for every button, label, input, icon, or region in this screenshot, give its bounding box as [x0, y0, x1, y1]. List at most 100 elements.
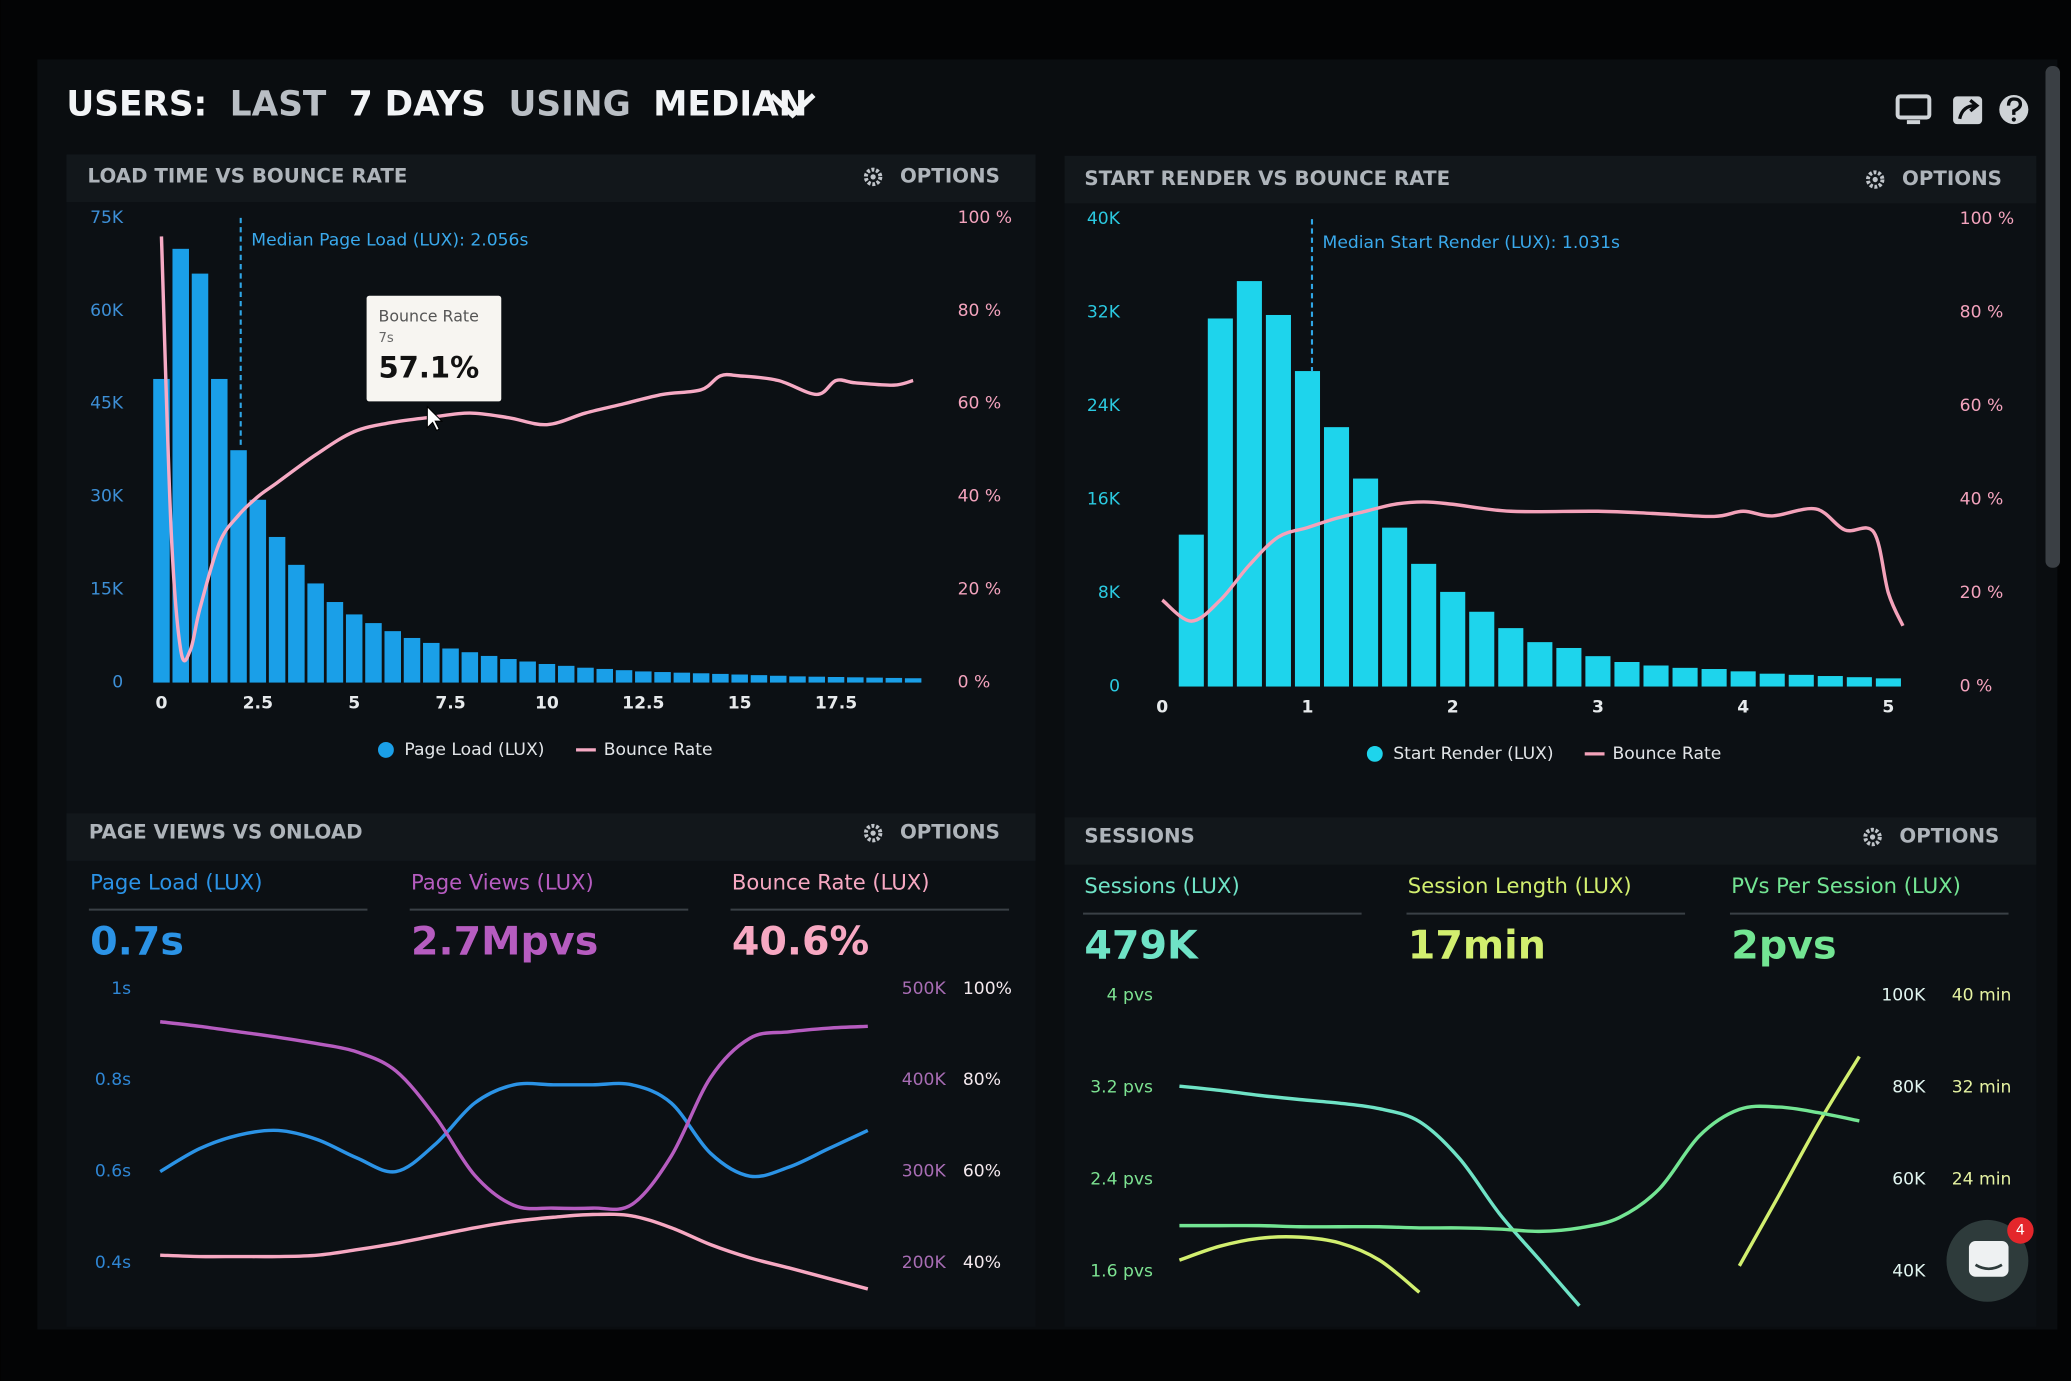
x-tick-label: 1	[1302, 698, 1314, 718]
bar	[384, 631, 401, 683]
page-title[interactable]: USERS: LAST 7 DAYS USING MEDIAN	[66, 84, 807, 124]
bar	[249, 499, 267, 683]
scrollbar[interactable]	[2045, 66, 2061, 568]
panel-header	[66, 813, 1036, 861]
bar	[1875, 678, 1901, 687]
x-tick-label: 3	[1592, 698, 1604, 718]
bar	[1527, 642, 1553, 687]
bar	[731, 674, 748, 683]
y-tick-label: 16K	[1087, 490, 1121, 510]
share-icon[interactable]	[1953, 96, 1983, 125]
x-tick-label: 4	[1737, 698, 1749, 718]
y3-tick-label: 24 min	[1952, 1170, 2012, 1190]
bar	[750, 675, 768, 683]
legend-label[interactable]: Bounce Rate	[604, 740, 713, 760]
y-tick-label: 1.6 pvs	[1090, 1262, 1153, 1282]
y2-tick-label: 20 %	[958, 580, 1002, 600]
x-tick-label: 2.5	[243, 694, 273, 714]
legend-label[interactable]: Start Render (LUX)	[1393, 744, 1553, 764]
bar	[1265, 314, 1291, 687]
y-tick-label: 32K	[1087, 303, 1121, 323]
bar	[1236, 281, 1262, 687]
x-tick-label: 0	[1156, 698, 1168, 718]
gear-body	[863, 167, 883, 187]
stat-value: 17min	[1408, 922, 1546, 968]
monitor-icon[interactable]	[1895, 94, 1932, 125]
gear-hub	[1869, 834, 1876, 840]
chat-button[interactable]: 4	[1946, 1217, 2034, 1302]
stat-value: 2pvs	[1731, 922, 1836, 968]
bar	[692, 673, 710, 683]
bar	[1323, 427, 1350, 687]
y-tick-label: 0.6s	[95, 1162, 131, 1182]
line	[160, 1212, 869, 1291]
y-tick-label: 0	[1109, 677, 1120, 697]
options-button[interactable]: OPTIONS	[1899, 825, 1999, 848]
legend-label[interactable]: Page Load (LUX)	[404, 740, 544, 760]
legend-swatch	[378, 741, 394, 758]
line	[159, 1020, 868, 1212]
median-label: Median Start Render (LUX): 1.031s	[1323, 233, 1620, 253]
stat-label: Session Length (LUX)	[1408, 873, 1632, 898]
dropdown-chevron[interactable]	[769, 93, 816, 119]
y2-tick-label: 40 %	[958, 487, 1002, 507]
title-part: USING	[509, 84, 631, 124]
y2-tick-label: 400K	[902, 1070, 947, 1090]
y2-tick-label: 100 %	[958, 208, 1013, 228]
line	[159, 236, 914, 663]
bar	[654, 672, 671, 683]
bar	[288, 564, 305, 683]
y2-tick-label: 80 %	[958, 301, 1002, 321]
y2-tick-label: 0 %	[958, 673, 991, 693]
panel-title: SESSIONS	[1084, 825, 1194, 848]
bar	[1614, 662, 1640, 687]
stat-label: Sessions (LUX)	[1084, 873, 1239, 898]
y2-tick-label: 300K	[902, 1162, 947, 1182]
y-tick-label: 30K	[90, 487, 124, 507]
y2-tick-label: 60 %	[1960, 396, 2004, 416]
y2-tick-label: 80K	[1892, 1078, 1926, 1098]
y-tick-label: 4 pvs	[1107, 985, 1153, 1005]
y-tick-label: 24K	[1087, 396, 1121, 416]
bar	[615, 670, 633, 683]
y-tick-label: 40K	[1087, 209, 1121, 229]
stat-value: 0.7s	[90, 918, 184, 964]
bar	[230, 450, 247, 683]
x-tick-label: 15	[728, 694, 752, 714]
options-button[interactable]: OPTIONS	[900, 821, 1000, 844]
bar	[1469, 611, 1495, 687]
bar	[673, 672, 691, 683]
y3-tick-label: 100%	[963, 979, 1012, 999]
gear-hub	[870, 830, 876, 836]
bar	[326, 602, 344, 683]
stat-label: Page Load (LUX)	[90, 869, 262, 894]
panels: LOAD TIME VS BOUNCE RATE OPTIONS015K30K45…	[66, 154, 2037, 1327]
bar	[1556, 647, 1582, 687]
x-tick-label: 5	[1882, 698, 1894, 718]
bar	[808, 676, 826, 683]
bar	[403, 637, 421, 683]
bar	[480, 655, 498, 683]
gear-hub	[1872, 176, 1878, 183]
options-button[interactable]: OPTIONS	[1902, 167, 2002, 190]
y2-tick-label: 20 %	[1960, 583, 2004, 603]
chat-badge-count: 4	[2016, 1222, 2025, 1238]
bar	[365, 623, 382, 683]
bar	[1498, 628, 1524, 687]
x-tick-label: 7.5	[435, 694, 465, 714]
bar	[307, 583, 324, 683]
x-tick-label: 0	[155, 694, 167, 714]
line	[1179, 1084, 1581, 1307]
legend-label[interactable]: Bounce Rate	[1612, 744, 1721, 764]
help-icon[interactable]	[1999, 95, 2029, 125]
bar	[1382, 527, 1408, 687]
bar	[172, 248, 189, 683]
options-button[interactable]: OPTIONS	[900, 164, 1000, 187]
y2-tick-label: 60 %	[958, 394, 1002, 414]
bar	[557, 665, 575, 683]
y2-tick-label: 200K	[902, 1253, 947, 1273]
y2-tick-label: 80 %	[1960, 303, 2004, 323]
y2-tick-label: 100K	[1881, 985, 1926, 1005]
bar	[1411, 563, 1437, 687]
